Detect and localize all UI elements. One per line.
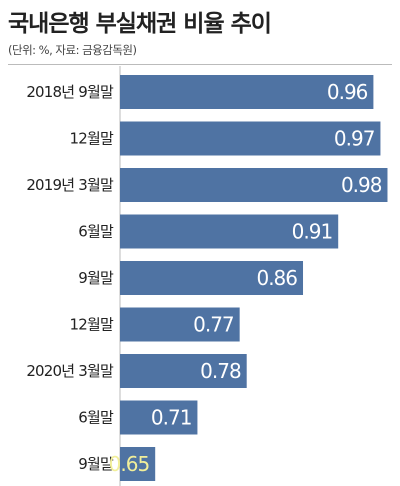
bar bbox=[120, 214, 339, 249]
bar-value-label: 0.77 bbox=[193, 313, 234, 337]
category-label: 12월말 bbox=[70, 130, 114, 148]
bar bbox=[120, 121, 381, 156]
bar bbox=[120, 168, 388, 202]
bar bbox=[120, 307, 240, 342]
bar-value-label: 0.71 bbox=[151, 406, 192, 430]
chart-subtitle: (단위: %, 자료: 금융감독원) bbox=[8, 43, 137, 57]
bar bbox=[120, 354, 247, 388]
bar bbox=[120, 261, 304, 295]
category-label: 9월말 bbox=[78, 455, 114, 473]
bar bbox=[120, 75, 374, 109]
bar bbox=[120, 447, 156, 481]
category-label: 6월말 bbox=[78, 409, 114, 427]
bar-value-label: 0.97 bbox=[334, 127, 375, 151]
bar-value-label: 0.65 bbox=[109, 452, 150, 476]
bar-value-label: 0.96 bbox=[327, 80, 368, 104]
bar-value-label: 0.91 bbox=[292, 220, 333, 244]
bar-value-label: 0.78 bbox=[200, 359, 241, 383]
bar-value-label: 0.98 bbox=[341, 173, 382, 197]
category-label: 9월말 bbox=[78, 269, 114, 287]
category-label: 2019년 3월말 bbox=[26, 176, 114, 194]
bar-value-label: 0.86 bbox=[256, 266, 297, 290]
category-label: 2020년 3월말 bbox=[26, 362, 114, 380]
chart-title: 국내은행 부실채권 비율 추이 bbox=[8, 11, 272, 37]
bar bbox=[120, 400, 198, 435]
title-divider bbox=[8, 64, 392, 65]
category-label: 6월말 bbox=[78, 223, 114, 241]
category-label: 2018년 9월말 bbox=[26, 83, 114, 101]
category-label: 12월말 bbox=[70, 316, 114, 334]
